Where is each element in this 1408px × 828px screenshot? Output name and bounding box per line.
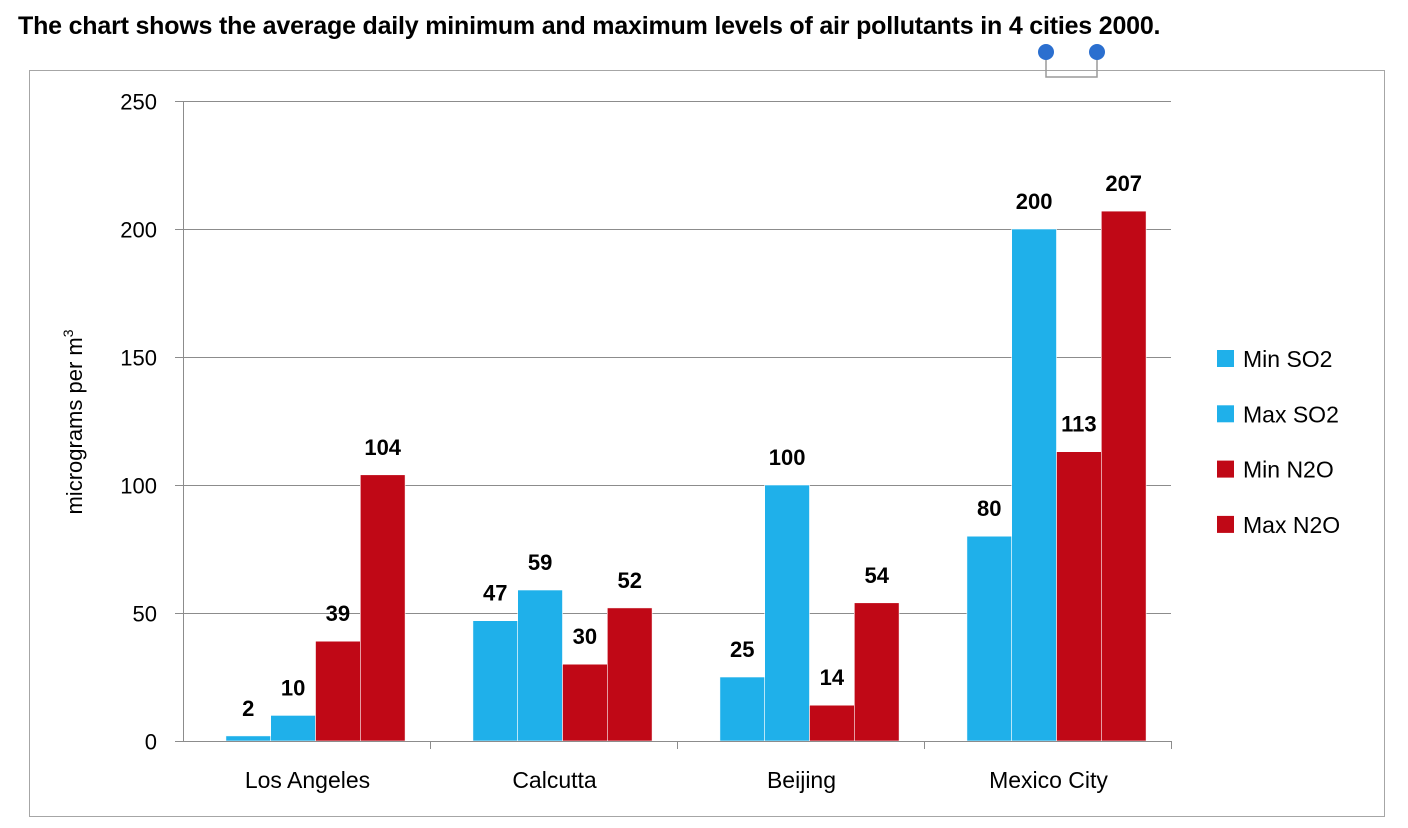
data-label: 104 [364, 435, 401, 460]
bar [359, 474, 406, 742]
data-label: 59 [528, 550, 552, 575]
bar [719, 676, 766, 742]
bar [809, 704, 855, 742]
legend-label: Max SO2 [1243, 401, 1339, 427]
y-tick-label: 150 [120, 346, 157, 371]
selection-handles[interactable] [1038, 44, 1105, 78]
bar [472, 620, 518, 742]
legend-label: Min N2O [1243, 457, 1334, 483]
data-label: 200 [1016, 189, 1053, 214]
legend: Min SO2 Max SO2 Min N2O Max N2O [1217, 346, 1340, 538]
chart-frame [29, 70, 1385, 817]
data-label: 14 [820, 665, 845, 690]
data-label: 100 [769, 445, 806, 470]
resize-handle-left[interactable] [1038, 44, 1054, 60]
data-label: 80 [977, 496, 1001, 521]
bar [1101, 210, 1147, 742]
handle-connector [1045, 52, 1098, 78]
y-axis-label-text: micrograms per m [62, 337, 87, 514]
chart-title: The chart shows the average daily minimu… [18, 12, 1161, 40]
y-axis-label-superscript: 3 [60, 329, 76, 337]
y-tick-label: 100 [120, 474, 157, 499]
data-label: 207 [1105, 171, 1142, 196]
x-tick-label: Mexico City [989, 767, 1108, 793]
legend-swatch [1217, 405, 1234, 423]
bar [1011, 228, 1057, 742]
legend-label: Max N2O [1243, 512, 1340, 538]
y-axis-label: micrograms per m3 [60, 329, 87, 514]
bar [517, 589, 563, 742]
data-label: 39 [326, 601, 350, 626]
bar [315, 640, 361, 742]
resize-handle-right[interactable] [1089, 44, 1105, 60]
bar [764, 484, 810, 742]
legend-swatch [1217, 350, 1234, 367]
bar [270, 715, 316, 742]
legend-label: Min SO2 [1243, 346, 1332, 372]
bar [606, 607, 653, 742]
data-label: 52 [617, 568, 641, 593]
data-label: 30 [573, 624, 597, 649]
bar [225, 735, 271, 742]
data-label: 47 [483, 581, 507, 606]
bars [225, 210, 1147, 742]
y-tick-label: 200 [120, 218, 157, 243]
data-label: 25 [730, 637, 754, 662]
data-label: 113 [1061, 412, 1097, 437]
bar [853, 602, 900, 742]
bar [562, 663, 608, 742]
y-axis-ticks: 0 50 100 150 200 250 [120, 90, 157, 755]
x-tick-label: Los Angeles [245, 767, 370, 793]
axes [175, 101, 1172, 749]
bar [966, 535, 1013, 742]
value-labels: 2 10 39 104 47 59 30 52 25 100 14 54 80 200 113 207 [242, 171, 1142, 721]
x-tick-label: Calcutta [512, 767, 597, 793]
data-label: 10 [281, 675, 305, 700]
data-label: 2 [242, 696, 254, 721]
x-tick-label: Beijing [767, 767, 836, 793]
data-label: 54 [864, 563, 889, 588]
bar [1056, 451, 1102, 742]
y-tick-label: 0 [145, 730, 157, 755]
x-axis-labels: Los Angeles Calcutta Beijing Mexico City [245, 767, 1109, 793]
y-tick-label: 50 [133, 602, 157, 627]
y-tick-label: 250 [120, 90, 157, 115]
legend-swatch [1217, 460, 1234, 478]
legend-swatch [1217, 515, 1234, 533]
